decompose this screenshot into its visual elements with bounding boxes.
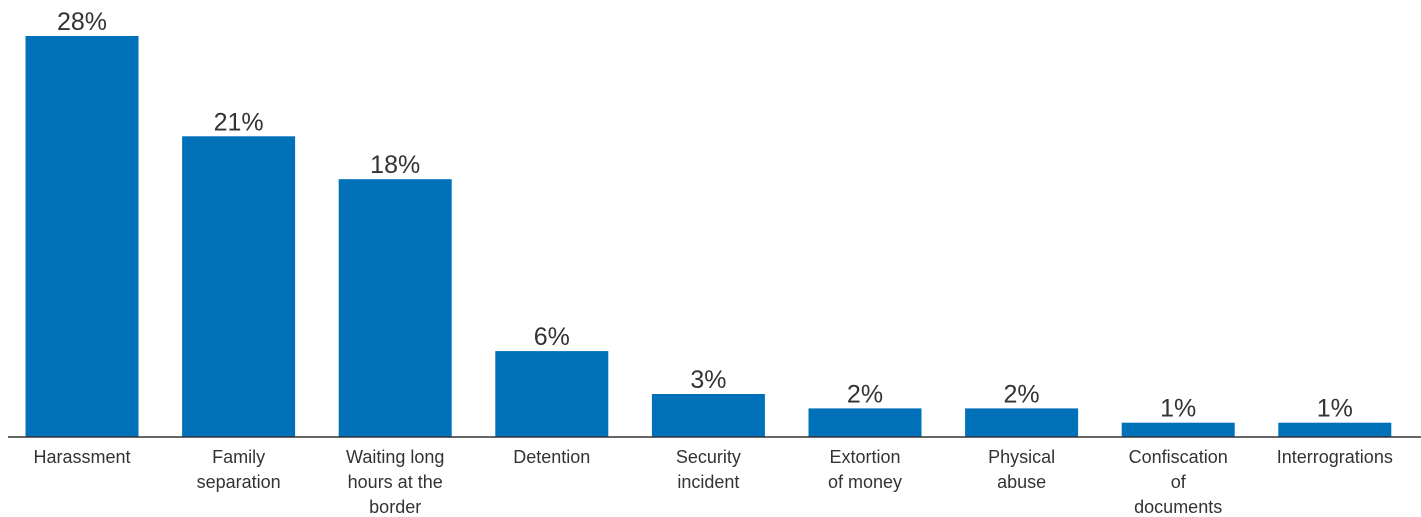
bar-0 bbox=[25, 36, 139, 437]
category-label-line: incident bbox=[677, 472, 739, 492]
category-label-line: Physical bbox=[988, 447, 1055, 467]
value-label-7: 1% bbox=[1160, 395, 1196, 423]
category-labels-group: Harassment Family separation Waiting long ho… bbox=[33, 447, 1392, 517]
value-label-4: 3% bbox=[690, 366, 726, 394]
bar-7 bbox=[1121, 422, 1235, 437]
category-label-line: Confiscation bbox=[1129, 447, 1228, 467]
category-label-line: Security bbox=[676, 447, 741, 467]
category-label-1: Family separation bbox=[197, 447, 281, 492]
category-label-line: Family bbox=[212, 447, 265, 467]
category-label-7: Confiscation of documents bbox=[1129, 447, 1228, 517]
bar-8 bbox=[1278, 422, 1392, 437]
category-label-line: hours at the bbox=[348, 472, 443, 492]
bar-6 bbox=[965, 408, 1079, 437]
category-label-line: abuse bbox=[997, 472, 1046, 492]
bar-1 bbox=[182, 136, 296, 438]
value-label-5: 2% bbox=[847, 380, 883, 408]
value-label-8: 1% bbox=[1317, 395, 1353, 423]
category-label-line: Extortion bbox=[829, 447, 900, 467]
value-labels-group: 28% 21% 18% 6% 3% 2% 2% 1% 1% bbox=[57, 8, 1353, 423]
value-label-1: 21% bbox=[214, 108, 264, 136]
value-label-3: 6% bbox=[534, 323, 570, 351]
bar-5 bbox=[808, 408, 922, 437]
category-label-line: separation bbox=[197, 472, 281, 492]
bars-group bbox=[25, 36, 1392, 438]
category-label-line: Detention bbox=[513, 447, 590, 467]
category-label-4: Security incident bbox=[676, 447, 741, 492]
category-label-5: Extortion of money bbox=[828, 447, 902, 492]
bar-3 bbox=[495, 351, 609, 437]
category-label-line: Waiting long bbox=[346, 447, 444, 467]
category-label-line: Interrogrations bbox=[1277, 447, 1393, 467]
category-label-line: documents bbox=[1134, 497, 1222, 517]
category-label-2: Waiting long hours at the border bbox=[346, 447, 444, 517]
bar-4 bbox=[651, 394, 765, 437]
category-label-0: Harassment bbox=[33, 447, 130, 467]
category-label-line: border bbox=[369, 497, 421, 517]
value-label-2: 18% bbox=[370, 151, 420, 179]
category-label-6: Physical abuse bbox=[988, 447, 1055, 492]
category-label-line: Harassment bbox=[33, 447, 130, 467]
category-label-8: Interrogrations bbox=[1277, 447, 1393, 467]
value-label-0: 28% bbox=[57, 8, 107, 36]
category-label-line: of money bbox=[828, 472, 902, 492]
category-label-line: of bbox=[1171, 472, 1187, 492]
bar-2 bbox=[338, 179, 452, 437]
value-label-6: 2% bbox=[1004, 380, 1040, 408]
category-label-3: Detention bbox=[513, 447, 590, 467]
